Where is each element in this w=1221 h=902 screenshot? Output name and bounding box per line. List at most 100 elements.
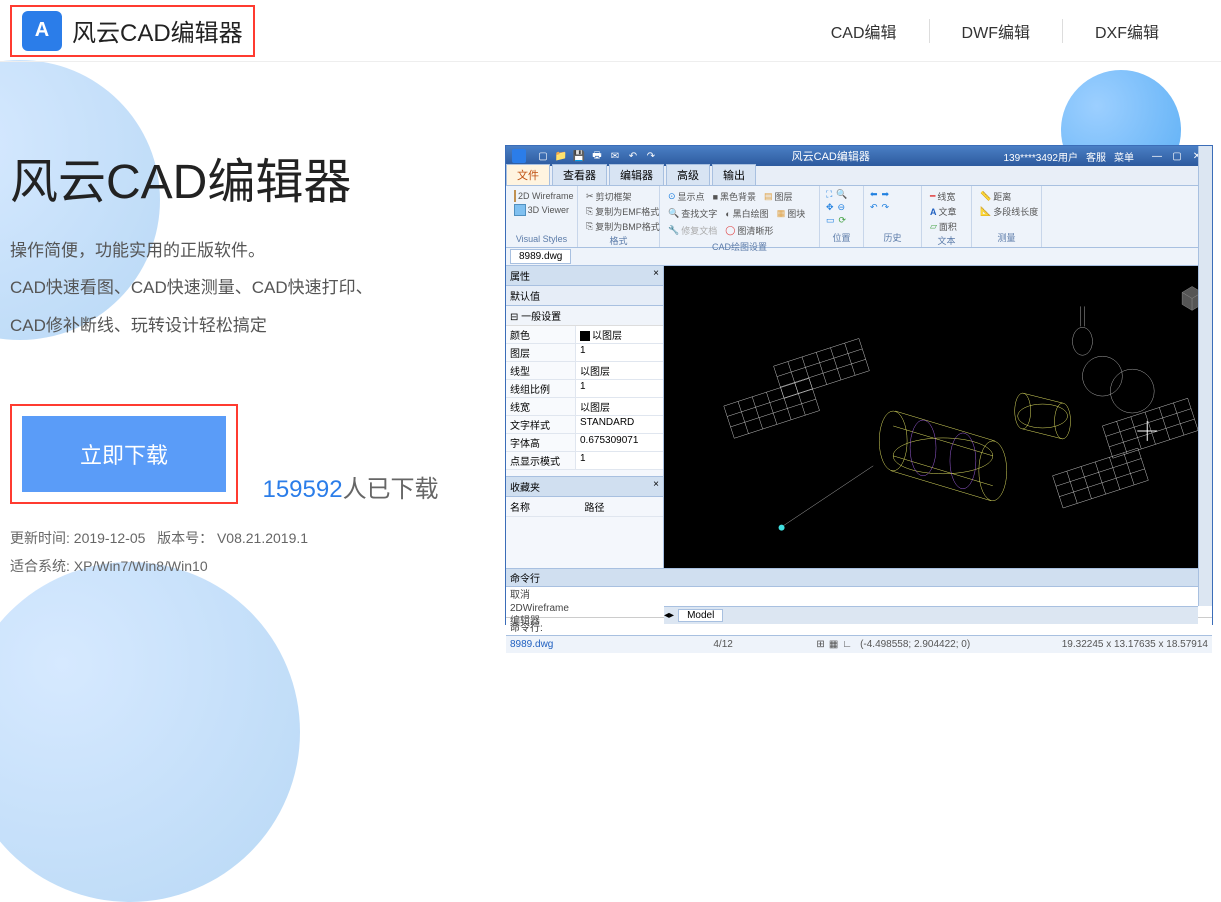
tab-viewer[interactable]: 查看器	[552, 164, 607, 185]
download-count-number: 159592	[262, 476, 342, 503]
linewidth-button[interactable]: ━线宽	[928, 189, 965, 204]
scroll-right-icon[interactable]: ▸	[669, 610, 674, 621]
qat-redo-icon[interactable]: ↷	[644, 149, 658, 163]
qat-undo-icon[interactable]: ↶	[626, 149, 640, 163]
tab-advanced[interactable]: 高级	[666, 164, 710, 185]
qat-open-icon[interactable]: 📁	[554, 149, 568, 163]
favorites-header: 收藏夹×	[506, 476, 663, 497]
refresh-icon[interactable]: ⟳	[839, 215, 847, 226]
props-value[interactable]: 以图层	[576, 326, 663, 343]
app-support-link[interactable]: 客服	[1086, 149, 1106, 164]
props-row[interactable]: 线宽以图层	[506, 398, 663, 416]
app-menu-link[interactable]: 菜单	[1114, 149, 1134, 164]
props-row[interactable]: 线组比例1	[506, 380, 663, 398]
version-label: 版本号：	[157, 530, 213, 546]
props-key: 线宽	[506, 398, 576, 415]
panel-close-icon[interactable]: ×	[653, 479, 659, 494]
nav-cad-edit[interactable]: CAD编辑	[799, 19, 930, 43]
tab-output[interactable]: 输出	[712, 164, 756, 185]
app-titlebar: ▢ 📁 💾 🖶 ✉ ↶ ↷ 风云CAD编辑器 139****3492用户 客服 …	[506, 146, 1212, 166]
rotate-right-icon[interactable]: ↷	[882, 202, 890, 213]
nav-back-icon[interactable]: ⬅	[870, 189, 878, 200]
workspace: 属性× 默认值 ⊟ 一般设置 颜色以图层图层1线型以图层线组比例1线宽以图层文字…	[506, 266, 1212, 568]
group-visual-styles: Visual Styles	[512, 234, 571, 244]
props-row[interactable]: 图层1	[506, 344, 663, 362]
snap-icon[interactable]: ⊞	[816, 639, 824, 650]
logo-icon: A	[22, 11, 62, 51]
viewer3d-button[interactable]: 3D Viewer	[512, 203, 571, 217]
app-user[interactable]: 139****3492用户	[1004, 149, 1079, 164]
nav-dxf-edit[interactable]: DXF编辑	[1063, 19, 1191, 43]
panel-close-icon[interactable]: ×	[653, 268, 659, 283]
repair-doc-button[interactable]: 🔧修复文档	[666, 223, 719, 238]
clear-shape-button[interactable]: ◯图清晰形	[723, 223, 775, 238]
copy-bmp-button[interactable]: ⎘复制为BMP格式	[584, 219, 653, 234]
props-value[interactable]: STANDARD	[576, 416, 663, 433]
zoom-out-icon[interactable]: ⊖	[838, 202, 846, 213]
copy-emf-button[interactable]: ⎘复制为EMF格式	[584, 204, 653, 219]
props-value[interactable]: 1	[576, 344, 663, 361]
zoom-in-icon[interactable]: 🔍	[836, 189, 847, 200]
show-point-button[interactable]: ⊙显示点	[666, 189, 707, 204]
square-icon: ■	[713, 192, 718, 202]
wireframe-button[interactable]: 2D Wireframe	[512, 189, 571, 203]
group-measure: 测量	[978, 231, 1035, 244]
props-value[interactable]: 1	[576, 380, 663, 397]
rotate-left-icon[interactable]: ↶	[870, 202, 878, 213]
logo-highlight-box: A 风云CAD编辑器	[10, 5, 255, 57]
blocks-button[interactable]: ▦图块	[775, 206, 808, 221]
download-button[interactable]: 立即下载	[22, 416, 226, 492]
layers-button[interactable]: ▤图层	[762, 189, 795, 204]
qat-mail-icon[interactable]: ✉	[608, 149, 622, 163]
extents-icon[interactable]: ▭	[826, 215, 835, 226]
props-row[interactable]: 颜色以图层	[506, 326, 663, 344]
window-maximize-icon[interactable]: ▢	[1168, 151, 1186, 162]
distance-button[interactable]: 📏距离	[978, 189, 1035, 204]
text-button[interactable]: A文章	[928, 204, 965, 219]
tab-file[interactable]: 文件	[506, 164, 550, 185]
grid-icon[interactable]: ▦	[829, 639, 838, 650]
group-cad-settings: CAD绘图设置	[666, 240, 813, 253]
qat-print-icon[interactable]: 🖶	[590, 149, 604, 163]
tab-editor[interactable]: 编辑器	[609, 164, 664, 185]
props-row[interactable]: 文字样式STANDARD	[506, 416, 663, 434]
app-screenshot: ▢ 📁 💾 🖶 ✉ ↶ ↷ 风云CAD编辑器 139****3492用户 客服 …	[505, 145, 1213, 625]
zoom-fit-icon[interactable]: ⛶	[826, 189, 832, 200]
qat-save-icon[interactable]: 💾	[572, 149, 586, 163]
polyline-icon: 📐	[980, 206, 991, 217]
cut-frame-button[interactable]: ✂剪切框架	[584, 189, 653, 204]
ribbon-tabs: 文件 查看器 编辑器 高级 输出	[506, 166, 1212, 186]
vertical-scrollbar[interactable]	[1198, 146, 1212, 606]
col-name: 名称	[510, 499, 585, 514]
ortho-icon[interactable]: ∟	[842, 639, 852, 650]
props-key: 线组比例	[506, 380, 576, 397]
black-bg-button[interactable]: ■黑色背景	[711, 189, 758, 204]
qat-new-icon[interactable]: ▢	[536, 149, 550, 163]
props-row[interactable]: 线型以图层	[506, 362, 663, 380]
top-nav: CAD编辑 DWF编辑 DXF编辑	[799, 19, 1191, 43]
props-value[interactable]: 以图层	[576, 398, 663, 415]
drawing-canvas[interactable]	[664, 266, 1212, 568]
color-swatch-icon	[580, 331, 590, 341]
nav-fwd-icon[interactable]: ➡	[882, 189, 890, 200]
quick-access-toolbar: ▢ 📁 💾 🖶 ✉ ↶ ↷	[536, 149, 658, 163]
pan-icon[interactable]: ✥	[826, 202, 834, 213]
area-button[interactable]: ▱面积	[928, 219, 965, 234]
cmd-line1: 取消	[510, 589, 1208, 602]
props-row[interactable]: 字体高0.675309071	[506, 434, 663, 452]
model-tab[interactable]: Model	[678, 609, 723, 622]
window-minimize-icon[interactable]: —	[1148, 151, 1166, 162]
command-prompt: 命令行:	[510, 619, 543, 634]
props-value[interactable]: 以图层	[576, 362, 663, 379]
props-value[interactable]: 1	[576, 452, 663, 469]
props-row[interactable]: 点显示模式1	[506, 452, 663, 470]
nav-dwf-edit[interactable]: DWF编辑	[930, 19, 1063, 43]
polyline-length-button[interactable]: 📐多段线长度	[978, 204, 1035, 219]
bw-draw-button[interactable]: ◐黑白绘图	[723, 206, 770, 221]
props-value[interactable]: 0.675309071	[576, 434, 663, 451]
doc-tab[interactable]: 8989.dwg	[510, 249, 571, 264]
horizontal-scrollbar[interactable]: ◂ ▸ Model	[664, 606, 1198, 624]
props-key: 图层	[506, 344, 576, 361]
find-text-button[interactable]: 🔍查找文字	[666, 206, 719, 221]
subtitle-line1: 操作简便，功能实用的正版软件。	[10, 232, 510, 269]
